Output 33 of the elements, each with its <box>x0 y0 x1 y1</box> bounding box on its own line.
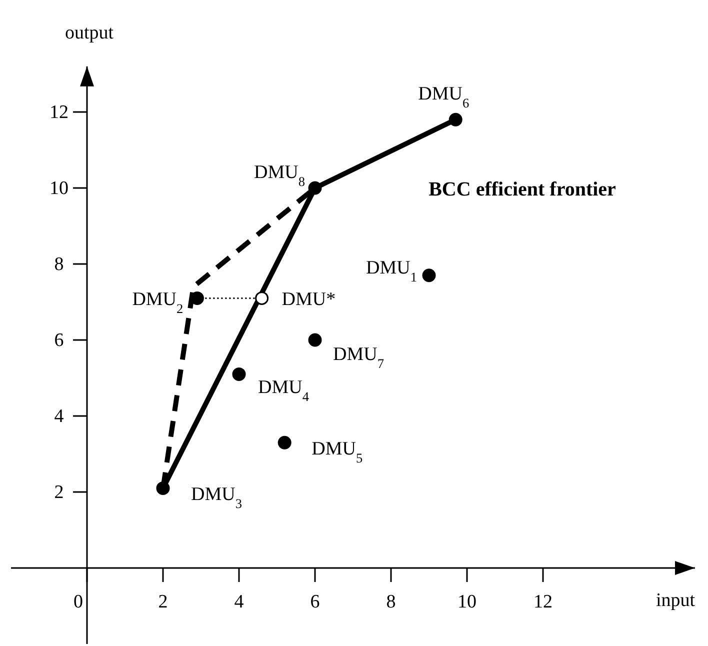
point <box>308 181 322 195</box>
annotation: DMU$_{3}$ <box>191 484 242 511</box>
annotation: DMU$_{7}$ <box>333 344 384 370</box>
y-tick-label: 12 <box>50 102 68 124</box>
x-tick-label: 8 <box>386 591 396 612</box>
point <box>308 333 322 347</box>
annotation: DMU$_{2}$ <box>132 289 184 316</box>
point <box>278 436 292 450</box>
annotation: DMU$_{4}$ <box>258 377 310 404</box>
point <box>156 481 170 495</box>
x-tick-label: 4 <box>234 591 244 612</box>
y-tick-label: 8 <box>54 254 64 276</box>
point <box>448 112 462 126</box>
y-tick-label: 6 <box>54 330 64 352</box>
annotation: DMU* <box>282 289 336 310</box>
y-tick-label: 10 <box>50 178 68 200</box>
annotation: DMU$_{8}$ <box>254 162 306 188</box>
point <box>255 291 269 305</box>
point <box>232 367 246 381</box>
x-axis-title: input <box>656 590 696 611</box>
x-tick-label: 10 <box>458 591 476 612</box>
x-tick-label: 0 <box>74 591 83 612</box>
point <box>422 268 436 282</box>
text: BCC efficient frontier <box>428 178 616 201</box>
y-axis-title: output <box>65 22 114 44</box>
x-tick-label: 6 <box>310 591 320 612</box>
x-tick-label: 2 <box>158 591 168 612</box>
x-tick-label: 12 <box>534 591 552 612</box>
y-tick-label: 2 <box>54 482 64 504</box>
annotation: DMU$_{5}$ <box>312 438 363 466</box>
y-tick-label: 4 <box>54 406 64 428</box>
annotation: DMU$_{6}$ <box>418 84 470 110</box>
annotation: DMU$_{1}$ <box>366 257 417 284</box>
